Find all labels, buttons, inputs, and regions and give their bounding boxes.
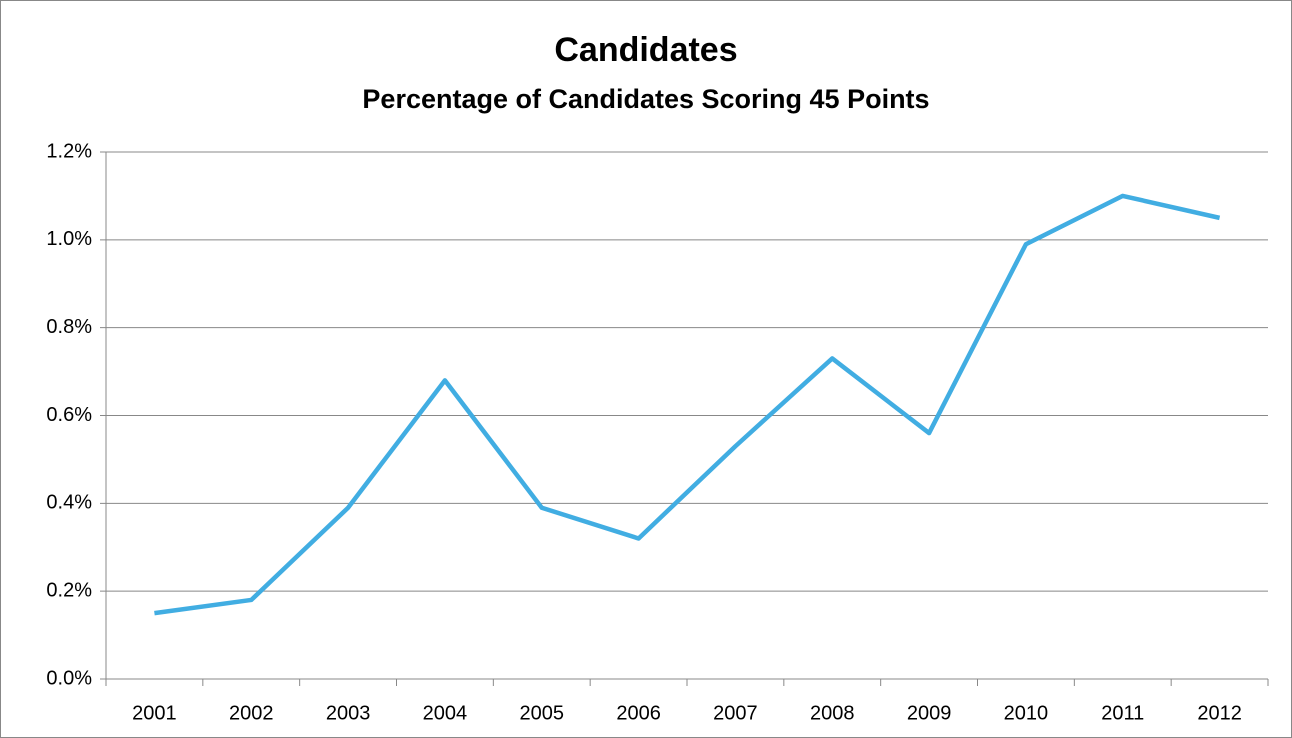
x-tick-label: 2005 (520, 702, 565, 724)
x-tick-label: 2012 (1197, 702, 1242, 724)
y-tick-label: 0.8% (46, 316, 92, 338)
x-tick-label: 2008 (810, 702, 855, 724)
x-tick-label: 2009 (907, 702, 952, 724)
y-tick-label: 0.0% (46, 667, 92, 689)
y-tick-label: 1.2% (46, 140, 92, 162)
x-tick-label: 2011 (1101, 702, 1144, 724)
x-tick-label: 2001 (132, 702, 177, 724)
chart-subtitle: Percentage of Candidates Scoring 45 Poin… (362, 84, 929, 114)
x-tick-label: 2010 (1004, 702, 1049, 724)
y-tick-label: 0.4% (46, 492, 92, 514)
x-tick-label: 2006 (616, 702, 661, 724)
x-tick-label: 2007 (713, 702, 758, 724)
chart-title: Candidates (554, 31, 737, 69)
x-tick-label: 2004 (423, 702, 468, 724)
y-tick-label: 0.2% (46, 579, 92, 601)
x-tick-label: 2003 (326, 702, 371, 724)
y-tick-label: 1.0% (46, 228, 92, 250)
y-tick-label: 0.6% (46, 404, 92, 426)
x-tick-label: 2002 (229, 702, 274, 724)
data-line (154, 193, 1221, 616)
